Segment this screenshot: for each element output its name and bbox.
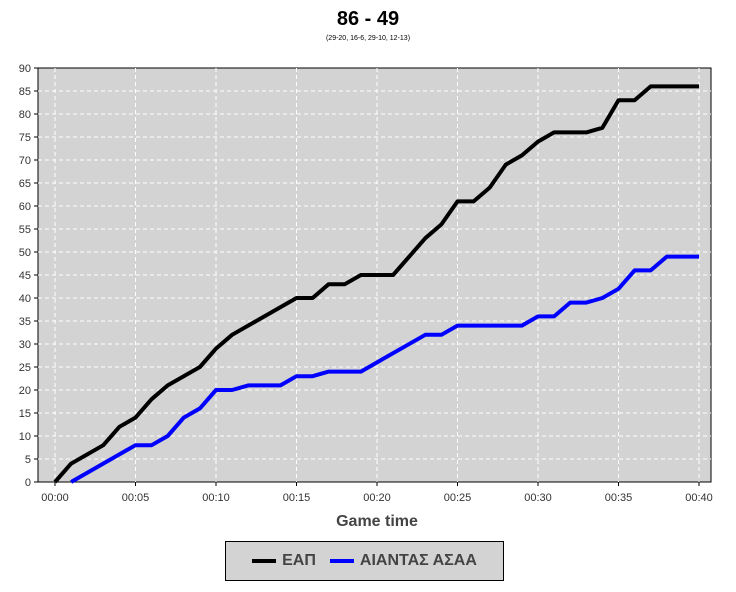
- x-tick-label: 00:20: [363, 492, 391, 504]
- legend-entry-aiantas: ΑΙΑΝΤΑΣ ΑΣΑΑ: [329, 552, 477, 570]
- y-tick-label: 40: [19, 293, 31, 305]
- y-tick-label: 20: [19, 385, 31, 397]
- legend: ΕΑΠ ΑΙΑΝΤΑΣ ΑΣΑΑ: [225, 541, 504, 581]
- y-tick-label: 70: [19, 155, 31, 167]
- y-tick-label: 85: [19, 86, 31, 98]
- y-tick-label: 45: [19, 270, 31, 282]
- y-tick-label: 60: [19, 201, 31, 213]
- score-progression-chart: 0 5 10 15 20 25 30 35 40 45 50 55 60 65 70 75 80 85 90 00:…: [19, 63, 713, 530]
- y-tick-label: 0: [25, 477, 31, 489]
- x-tick-label: 00:40: [685, 492, 713, 504]
- x-axis: 00:00 00:05 00:10 00:15 00:20 00:25 00:30 00:35…: [41, 482, 713, 504]
- legend-swatch-aiantas: [329, 559, 354, 563]
- series-line-1: [70, 254, 699, 484]
- chart-title: 86 - 49: [336, 8, 400, 30]
- y-tick-label: 90: [19, 63, 31, 75]
- y-tick-label: 15: [19, 408, 31, 420]
- y-tick-label: 5: [25, 454, 31, 466]
- x-tick-label: 00:35: [605, 492, 633, 504]
- x-axis-label: Game time: [336, 513, 418, 530]
- x-tick-label: 00:00: [41, 492, 69, 504]
- series-line-0: [53, 84, 699, 484]
- grid-lines: [38, 68, 711, 482]
- y-tick-label: 80: [19, 109, 31, 121]
- legend-label-aiantas: ΑΙΑΝΤΑΣ ΑΣΑΑ: [359, 552, 477, 569]
- legend-label-eap: ΕΑΠ: [282, 552, 316, 569]
- y-tick-label: 50: [19, 247, 31, 259]
- series-lines: [53, 84, 699, 484]
- y-tick-label: 65: [19, 178, 31, 190]
- y-tick-label: 75: [19, 132, 31, 144]
- y-tick-label: 25: [19, 362, 31, 374]
- x-tick-label: 00:25: [444, 492, 472, 504]
- legend-swatch-eap: [252, 559, 277, 563]
- y-tick-label: 10: [19, 431, 31, 443]
- chart-subtitle: (29-20, 16-6, 29-10, 12-13): [325, 35, 411, 42]
- x-tick-label: 00:15: [283, 492, 311, 504]
- y-tick-label: 30: [19, 339, 31, 351]
- y-tick-label: 55: [19, 224, 31, 236]
- x-tick-label: 00:30: [524, 492, 552, 504]
- x-tick-label: 00:05: [122, 492, 150, 504]
- y-tick-label: 35: [19, 316, 31, 328]
- y-axis: 0 5 10 15 20 25 30 35 40 45 50 55 60 65 70 75 80 85 90: [19, 63, 38, 489]
- x-tick-label: 00:10: [202, 492, 230, 504]
- legend-entry-eap: ΕΑΠ: [252, 552, 316, 570]
